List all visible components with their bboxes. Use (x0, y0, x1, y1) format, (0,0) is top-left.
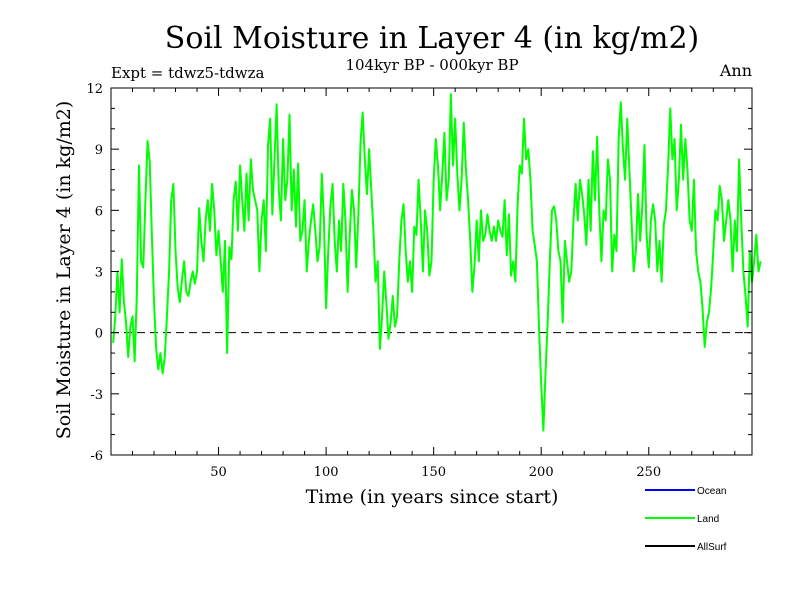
y-tick-label: -6 (90, 449, 103, 464)
x-tick-label: 250 (636, 465, 661, 480)
legend-label-land: Land (697, 514, 719, 525)
y-tick-label: -3 (90, 388, 103, 403)
x-axis-label: Time (in years since start) (306, 486, 559, 508)
y-tick-label: 6 (95, 204, 103, 219)
plot-area: -6 -3 0 3 6 9 12 50 100 150 200 250 (86, 82, 762, 480)
y-tick-label: 3 (95, 266, 103, 281)
legend-label-ocean: Ocean (697, 486, 726, 497)
season-label: Ann (719, 61, 752, 80)
chart-title: Soil Moisture in Layer 4 (in kg/m2) (165, 21, 699, 56)
series-line-land (112, 93, 762, 432)
legend-label-allsurf: AllSurf (697, 542, 727, 553)
x-tick-label: 100 (314, 465, 339, 480)
y-tick-label: 12 (86, 82, 103, 97)
legend: Ocean Land AllSurf (645, 486, 727, 553)
x-tick-label: 200 (529, 465, 554, 480)
experiment-label: Expt = tdwz5-tdwza (111, 64, 264, 82)
y-axis-label: Soil Moisture in Layer 4 (in kg/m2) (53, 101, 75, 440)
y-tick-label: 9 (95, 143, 103, 158)
y-tick-label: 0 (95, 327, 103, 342)
chart-subtitle: 104kyr BP - 000kyr BP (345, 56, 518, 74)
x-tick-label: 150 (421, 465, 446, 480)
x-tick-label: 50 (210, 465, 227, 480)
